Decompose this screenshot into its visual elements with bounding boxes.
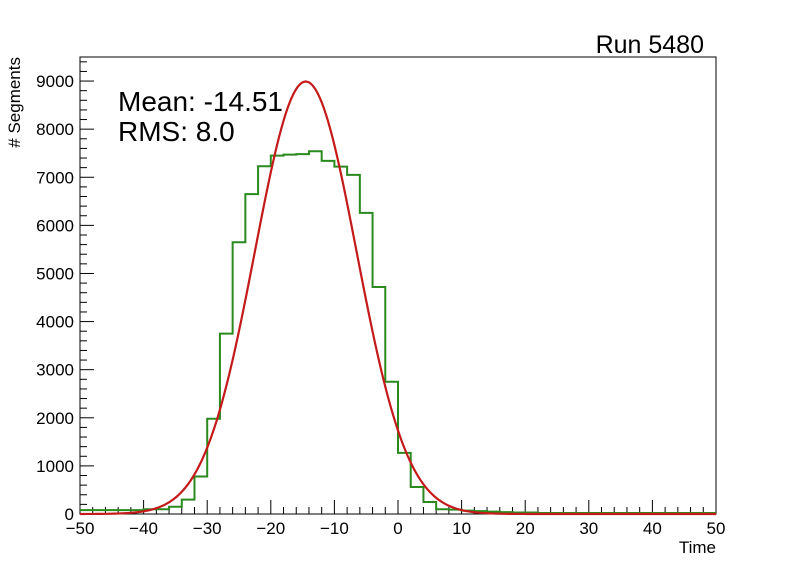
- chart-title: Run 5480: [596, 31, 704, 59]
- x-tick-label: −10: [320, 519, 349, 538]
- x-tick-label: −30: [193, 519, 222, 538]
- y-tick-label: 0: [65, 505, 74, 524]
- x-tick-label: 0: [393, 519, 402, 538]
- x-tick-label: −20: [256, 519, 285, 538]
- axis-ticks: [79, 61, 717, 515]
- x-tick-label: −50: [66, 519, 95, 538]
- y-tick-label: 5000: [36, 264, 74, 283]
- x-tick-label: 50: [707, 519, 726, 538]
- x-tick-label: 20: [516, 519, 535, 538]
- x-tick-label: 30: [579, 519, 598, 538]
- tick-labels: −50 −40 −30 −20 −10 0 10 20 30 40 50 0 1000 2000 3000 4…: [36, 72, 725, 538]
- rms-annotation: RMS: 8.0: [118, 116, 235, 147]
- mean-annotation: Mean: -14.51: [118, 86, 283, 117]
- y-tick-label: 6000: [36, 216, 74, 235]
- y-tick-label: 4000: [36, 313, 74, 332]
- y-tick-label: 2000: [36, 409, 74, 428]
- y-tick-label: 9000: [36, 72, 74, 91]
- x-tick-label: 10: [452, 519, 471, 538]
- x-tick-label: −40: [129, 519, 158, 538]
- y-axis-title: # Segments: [5, 57, 24, 148]
- y-tick-label: 3000: [36, 361, 74, 380]
- histogram-steps: [80, 150, 716, 515]
- x-tick-label: 40: [643, 519, 662, 538]
- y-tick-label: 8000: [36, 120, 74, 139]
- x-axis-title: Time: [679, 538, 716, 557]
- y-tick-label: 1000: [36, 457, 74, 476]
- y-tick-label: 7000: [36, 168, 74, 187]
- gaussian-fit-curve: [79, 80, 716, 516]
